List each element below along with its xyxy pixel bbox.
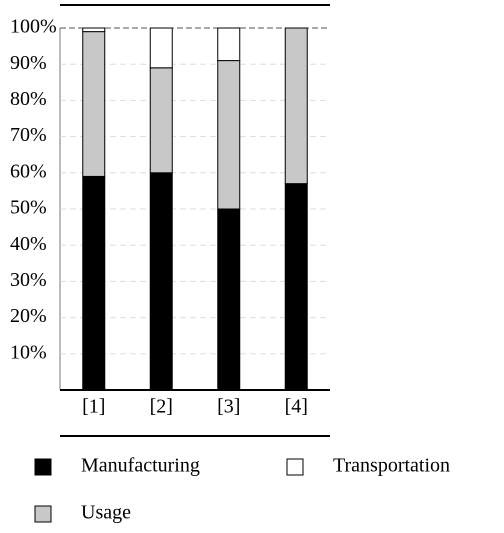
legend-label: Manufacturing [81, 455, 200, 477]
y-tick-label: 90% [10, 52, 47, 74]
bar-segment [149, 67, 173, 174]
x-tick-label: [3] [217, 396, 240, 418]
y-tick-label: 60% [10, 160, 47, 182]
legend-label: Usage [81, 502, 131, 524]
bar-segment [217, 60, 241, 210]
x-tick-label: [4] [285, 396, 308, 418]
legend-swatch [34, 505, 52, 523]
y-tick-label: 80% [10, 88, 47, 110]
x-tick-label: [2] [150, 396, 173, 418]
bar-segment [217, 208, 241, 391]
bar-segment [82, 175, 106, 391]
y-tick-label: 50% [10, 197, 47, 219]
bar-segment [217, 27, 241, 62]
y-tick-label: 100% [10, 16, 57, 38]
y-tick-label: 40% [10, 233, 47, 255]
legend-swatch [34, 458, 52, 476]
y-tick-label: 70% [10, 124, 47, 146]
bar-segment [149, 172, 173, 391]
bar-segment [82, 27, 106, 33]
bar-segment [149, 27, 173, 69]
bar-segment [284, 183, 308, 391]
legend-swatch [286, 458, 304, 476]
y-tick-label: 20% [10, 305, 47, 327]
y-tick-label: 30% [10, 269, 47, 291]
bar-segment [82, 31, 106, 177]
x-tick-label: [1] [82, 396, 105, 418]
bar-segment [284, 27, 308, 185]
legend-label: Transportation [333, 455, 450, 477]
y-tick-label: 10% [10, 341, 47, 363]
